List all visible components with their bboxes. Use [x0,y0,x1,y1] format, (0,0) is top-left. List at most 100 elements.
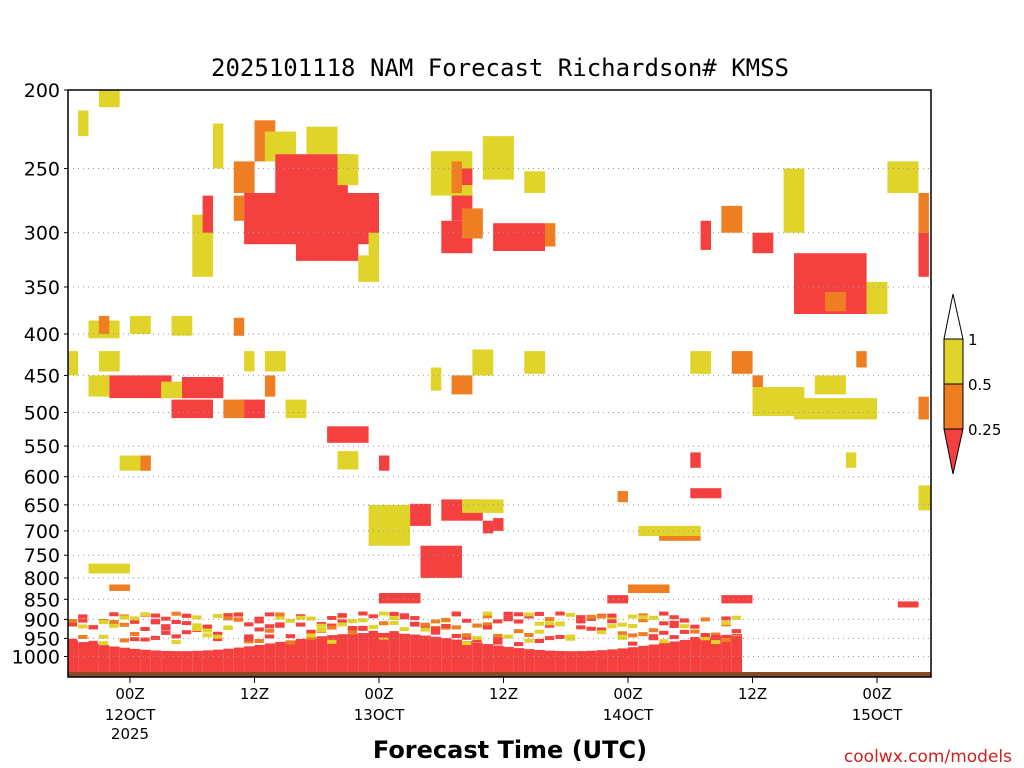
surface-layer-cell [316,627,327,632]
ri-cell-high [161,381,182,399]
ri-cell-mid [451,375,473,395]
surface-layer-cell [586,614,596,619]
surface-layer-cell [275,622,285,627]
surface-layer-cell [524,638,534,643]
surface-layer-cell [254,616,264,621]
surface-layer-cell [617,622,627,627]
surface-layer-cell [130,632,140,637]
surface-layer-cell [679,629,690,634]
ri-cell-high [244,351,255,372]
surface-layer-cell [679,618,690,623]
surface-layer-cell [68,622,78,627]
ri-cell-high [462,499,504,513]
ri-cell-low [171,399,213,419]
x-tick-date: 15OCT [852,706,903,724]
surface-layer-cell [596,627,607,632]
surface-layer-cell [430,636,442,672]
surface-layer-cell [410,616,420,621]
surface-layer-cell [379,639,389,644]
surface-layer-cell [482,622,493,627]
ri-cell-low [462,168,473,185]
surface-layer-cell [327,625,337,630]
y-tick-label: 1000 [12,646,60,668]
ri-cell-mid [752,375,763,397]
surface-layer-cell [327,615,337,620]
surface-layer-cell [679,639,691,672]
surface-layer-cell [213,637,223,642]
surface-layer-cell [628,614,638,619]
surface-layer-cell [493,637,503,642]
surface-layer-cell [534,621,544,626]
surface-layer-cell [441,617,451,622]
ri-cell-low [690,488,722,499]
surface-layer-cell [130,619,140,624]
ri-cell-mid [233,161,255,193]
x-tick-label: 12Z [240,685,269,703]
surface-layer-cell [648,634,659,639]
ri-cell-low [700,220,711,250]
surface-layer-cell [327,635,338,672]
surface-layer-cell [648,615,659,620]
site-credit: coolwx.com/models [844,747,1012,767]
surface-layer-cell [161,616,171,621]
surface-layer-cell [711,632,721,637]
x-tick-date: 14OCT [603,706,654,724]
surface-layer-cell [98,634,109,639]
surface-layer-cell [213,634,223,639]
surface-layer-cell [202,628,212,633]
surface-layer-cell [358,618,368,623]
surface-layer-cell [389,616,399,621]
surface-layer-cell [275,641,286,672]
surface-layer-cell [389,611,399,616]
surface-layer-cell [327,623,337,628]
surface-layer-cell [659,639,669,644]
ri-cell-mid [233,317,245,336]
ri-cell-mid [545,223,556,247]
surface-layer-cell [379,611,389,616]
x-tick-date: 12OCT [105,706,156,724]
surface-layer-cell [565,651,577,672]
ri-cell-low [109,375,172,399]
surface-layer-cell [638,615,648,620]
ri-cell-high [482,136,514,180]
surface-layer-cell [690,629,700,634]
surface-layer-cell [68,618,78,623]
surface-layer-cell [721,620,731,625]
surface-layer-cell [192,623,202,628]
x-tick-label: 00Z [613,685,642,703]
surface-layer-cell [161,630,171,635]
surface-layer-cell [607,624,617,629]
surface-layer-cell [576,619,586,624]
surface-layer-cell [316,636,328,672]
surface-layer-cell [223,626,233,631]
surface-layer-cell [296,622,306,627]
surface-layer-cell [306,629,316,634]
y-tick-label: 750 [24,545,60,567]
surface-layer-cell [617,648,628,672]
surface-layer-cell [700,639,710,644]
surface-layer-cell [140,637,150,642]
x-tick-label: 12Z [738,685,767,703]
colorbar-legend: 1 0.5 0.25 [943,293,1001,475]
ri-cell-low [420,545,462,578]
surface-layer-cell [462,641,473,672]
surface-layer-cell [244,634,254,639]
ri-cell-high [690,351,712,374]
ground-strip [68,671,931,677]
surface-layer-cell [617,634,627,639]
surface-layer-cell [223,616,233,621]
surface-layer-cell [171,611,181,616]
ri-cell-high [88,375,110,397]
surface-layer-cell [244,639,254,644]
surface-layer-cell [596,650,608,672]
ri-cell-mid [233,195,245,221]
surface-layer-cell [451,633,461,638]
surface-layer-cell [399,640,410,645]
surface-layer-cell [368,625,378,630]
surface-layer-cell [264,628,275,633]
surface-layer-cell [88,643,99,672]
surface-layer-cell [607,619,617,624]
surface-layer-cell [555,635,565,640]
surface-layer-cell [669,615,679,620]
